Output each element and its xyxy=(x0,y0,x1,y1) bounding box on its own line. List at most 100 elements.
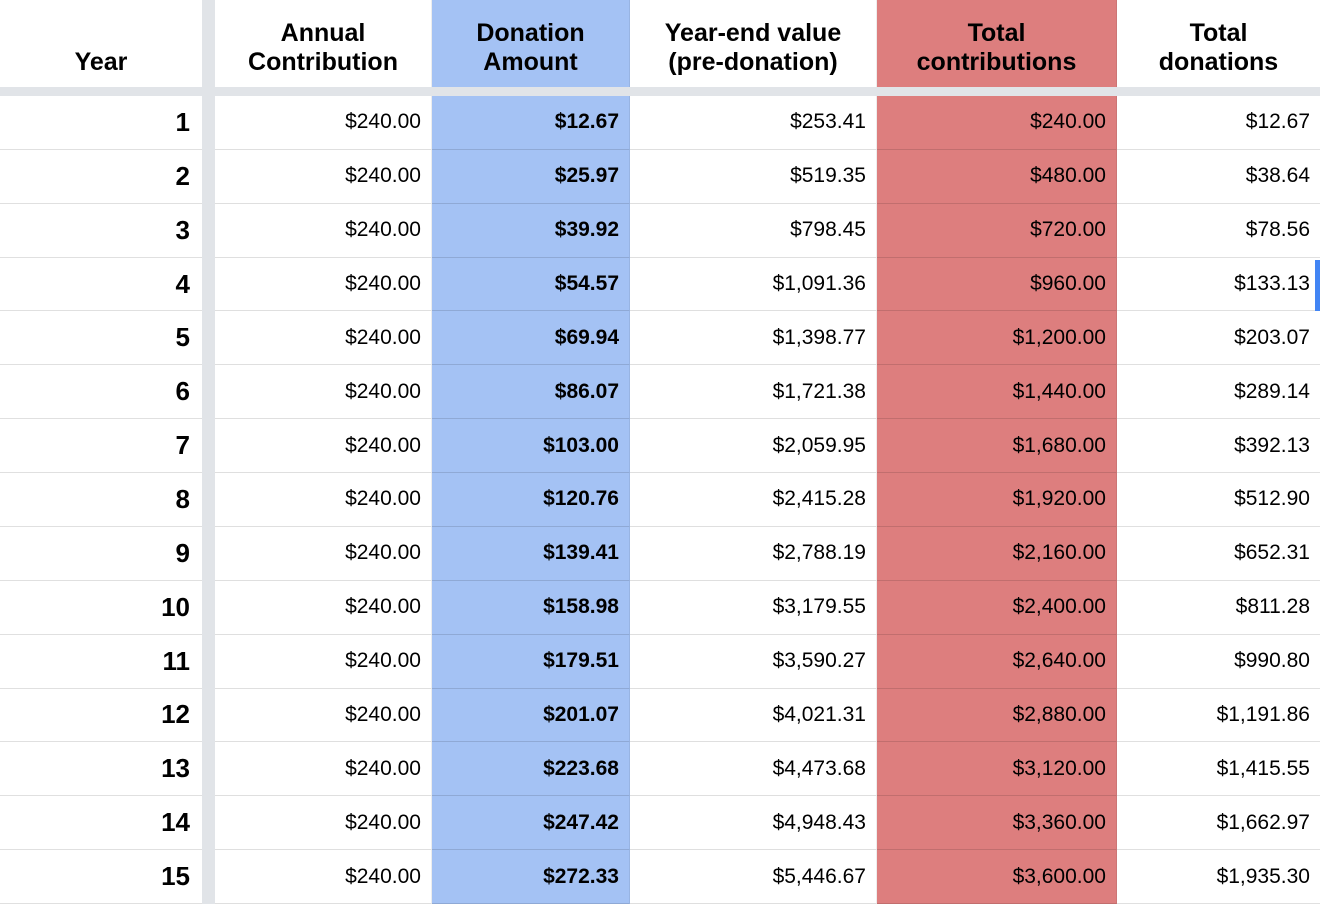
cell-total_contributions-row-6[interactable]: $1,440.00 xyxy=(877,365,1117,420)
cell-total_contributions-row-7[interactable]: $1,680.00 xyxy=(877,419,1117,474)
cell-annual_contribution-row-2[interactable]: $240.00 xyxy=(215,149,432,204)
cell-total_contributions-row-1[interactable]: $240.00 xyxy=(877,96,1117,150)
cell-total_contributions-row-4[interactable]: $960.00 xyxy=(877,257,1117,312)
cell-annual_contribution-row-8[interactable]: $240.00 xyxy=(215,473,432,527)
cell-total_donations-row-1[interactable]: $12.67 xyxy=(1117,96,1320,150)
cell-total_donations-row-2[interactable]: $38.64 xyxy=(1117,149,1320,204)
cell-total_contributions-row-10[interactable]: $2,400.00 xyxy=(877,580,1117,635)
cell-total_donations-row-10[interactable]: $811.28 xyxy=(1117,580,1320,635)
column-header-year[interactable]: Year xyxy=(0,0,202,87)
cell-total_contributions-row-3[interactable]: $720.00 xyxy=(877,203,1117,258)
cell-donation_amount-row-3[interactable]: $39.92 xyxy=(432,203,630,258)
cell-annual_contribution-row-11[interactable]: $240.00 xyxy=(215,634,432,689)
cell-year_end_value-row-10[interactable]: $3,179.55 xyxy=(630,580,877,635)
cell-donation_amount-row-4[interactable]: $54.57 xyxy=(432,257,630,312)
cell-total_donations-row-13[interactable]: $1,415.55 xyxy=(1117,742,1320,797)
cell-year-row-8[interactable]: 8 xyxy=(0,473,202,527)
column-header-year_end_value[interactable]: Year-end value (pre-donation) xyxy=(630,0,877,87)
cell-year_end_value-row-9[interactable]: $2,788.19 xyxy=(630,526,877,581)
cell-total_contributions-row-5[interactable]: $1,200.00 xyxy=(877,311,1117,366)
cell-year_end_value-row-3[interactable]: $798.45 xyxy=(630,203,877,258)
cell-total_donations-row-4[interactable]: $133.13 xyxy=(1117,257,1320,312)
cell-donation_amount-row-15[interactable]: $272.33 xyxy=(432,850,630,904)
cell-year_end_value-row-11[interactable]: $3,590.27 xyxy=(630,634,877,689)
column-header-total_donations[interactable]: Total donations xyxy=(1117,0,1320,87)
column-header-total_contributions[interactable]: Total contributions xyxy=(877,0,1117,87)
cell-annual_contribution-row-9[interactable]: $240.00 xyxy=(215,526,432,581)
column-header-annual_contribution[interactable]: Annual Contribution xyxy=(215,0,432,87)
cell-year-row-6[interactable]: 6 xyxy=(0,365,202,420)
cell-annual_contribution-row-15[interactable]: $240.00 xyxy=(215,850,432,904)
cell-annual_contribution-row-13[interactable]: $240.00 xyxy=(215,742,432,797)
cell-annual_contribution-row-10[interactable]: $240.00 xyxy=(215,580,432,635)
cell-donation_amount-row-13[interactable]: $223.68 xyxy=(432,742,630,797)
cell-annual_contribution-row-3[interactable]: $240.00 xyxy=(215,203,432,258)
cell-total_contributions-row-13[interactable]: $3,120.00 xyxy=(877,742,1117,797)
cell-year-row-14[interactable]: 14 xyxy=(0,796,202,851)
cell-year-row-2[interactable]: 2 xyxy=(0,149,202,204)
cell-total_contributions-row-11[interactable]: $2,640.00 xyxy=(877,634,1117,689)
cell-donation_amount-row-10[interactable]: $158.98 xyxy=(432,580,630,635)
cell-total_donations-row-7[interactable]: $392.13 xyxy=(1117,419,1320,474)
cell-donation_amount-row-11[interactable]: $179.51 xyxy=(432,634,630,689)
cell-total_contributions-row-12[interactable]: $2,880.00 xyxy=(877,688,1117,743)
cell-annual_contribution-row-1[interactable]: $240.00 xyxy=(215,96,432,150)
cell-year_end_value-row-5[interactable]: $1,398.77 xyxy=(630,311,877,366)
cell-year-row-12[interactable]: 12 xyxy=(0,688,202,743)
cell-year-row-9[interactable]: 9 xyxy=(0,526,202,581)
cell-year_end_value-row-1[interactable]: $253.41 xyxy=(630,96,877,150)
cell-donation_amount-row-14[interactable]: $247.42 xyxy=(432,796,630,851)
frozen-column-divider xyxy=(202,203,215,258)
cell-total_donations-row-6[interactable]: $289.14 xyxy=(1117,365,1320,420)
cell-year-row-13[interactable]: 13 xyxy=(0,742,202,797)
frozen-column-divider xyxy=(202,473,215,527)
cell-year_end_value-row-15[interactable]: $5,446.67 xyxy=(630,850,877,904)
cell-year_end_value-row-8[interactable]: $2,415.28 xyxy=(630,473,877,527)
cell-total_donations-row-8[interactable]: $512.90 xyxy=(1117,473,1320,527)
cell-annual_contribution-row-14[interactable]: $240.00 xyxy=(215,796,432,851)
frozen-column-divider xyxy=(202,257,215,312)
cell-donation_amount-row-8[interactable]: $120.76 xyxy=(432,473,630,527)
cell-year_end_value-row-12[interactable]: $4,021.31 xyxy=(630,688,877,743)
cell-donation_amount-row-1[interactable]: $12.67 xyxy=(432,96,630,150)
cell-total_donations-row-5[interactable]: $203.07 xyxy=(1117,311,1320,366)
cell-total_contributions-row-15[interactable]: $3,600.00 xyxy=(877,850,1117,904)
cell-total_donations-row-15[interactable]: $1,935.30 xyxy=(1117,850,1320,904)
cell-year-row-1[interactable]: 1 xyxy=(0,96,202,150)
cell-annual_contribution-row-12[interactable]: $240.00 xyxy=(215,688,432,743)
cell-total_donations-row-11[interactable]: $990.80 xyxy=(1117,634,1320,689)
cell-donation_amount-row-9[interactable]: $139.41 xyxy=(432,526,630,581)
cell-year_end_value-row-7[interactable]: $2,059.95 xyxy=(630,419,877,474)
cell-year-row-3[interactable]: 3 xyxy=(0,203,202,258)
cell-donation_amount-row-12[interactable]: $201.07 xyxy=(432,688,630,743)
cell-donation_amount-row-7[interactable]: $103.00 xyxy=(432,419,630,474)
cell-year_end_value-row-6[interactable]: $1,721.38 xyxy=(630,365,877,420)
cell-year_end_value-row-2[interactable]: $519.35 xyxy=(630,149,877,204)
cell-year_end_value-row-13[interactable]: $4,473.68 xyxy=(630,742,877,797)
cell-year_end_value-row-14[interactable]: $4,948.43 xyxy=(630,796,877,851)
cell-total_donations-row-12[interactable]: $1,191.86 xyxy=(1117,688,1320,743)
cell-total_donations-row-14[interactable]: $1,662.97 xyxy=(1117,796,1320,851)
cell-annual_contribution-row-5[interactable]: $240.00 xyxy=(215,311,432,366)
cell-year-row-7[interactable]: 7 xyxy=(0,419,202,474)
cell-total_donations-row-3[interactable]: $78.56 xyxy=(1117,203,1320,258)
column-header-donation_amount[interactable]: Donation Amount xyxy=(432,0,630,87)
cell-year-row-4[interactable]: 4 xyxy=(0,257,202,312)
cell-year-row-10[interactable]: 10 xyxy=(0,580,202,635)
cell-annual_contribution-row-7[interactable]: $240.00 xyxy=(215,419,432,474)
cell-total_donations-row-9[interactable]: $652.31 xyxy=(1117,526,1320,581)
cell-year-row-11[interactable]: 11 xyxy=(0,634,202,689)
cell-year-row-15[interactable]: 15 xyxy=(0,850,202,904)
cell-annual_contribution-row-4[interactable]: $240.00 xyxy=(215,257,432,312)
cell-donation_amount-row-5[interactable]: $69.94 xyxy=(432,311,630,366)
cell-total_contributions-row-9[interactable]: $2,160.00 xyxy=(877,526,1117,581)
cell-annual_contribution-row-6[interactable]: $240.00 xyxy=(215,365,432,420)
cell-donation_amount-row-2[interactable]: $25.97 xyxy=(432,149,630,204)
cell-total_contributions-row-8[interactable]: $1,920.00 xyxy=(877,473,1117,527)
cell-total_contributions-row-2[interactable]: $480.00 xyxy=(877,149,1117,204)
cell-total_contributions-row-14[interactable]: $3,360.00 xyxy=(877,796,1117,851)
cell-year_end_value-row-4[interactable]: $1,091.36 xyxy=(630,257,877,312)
cell-donation_amount-row-6[interactable]: $86.07 xyxy=(432,365,630,420)
cell-year-row-5[interactable]: 5 xyxy=(0,311,202,366)
